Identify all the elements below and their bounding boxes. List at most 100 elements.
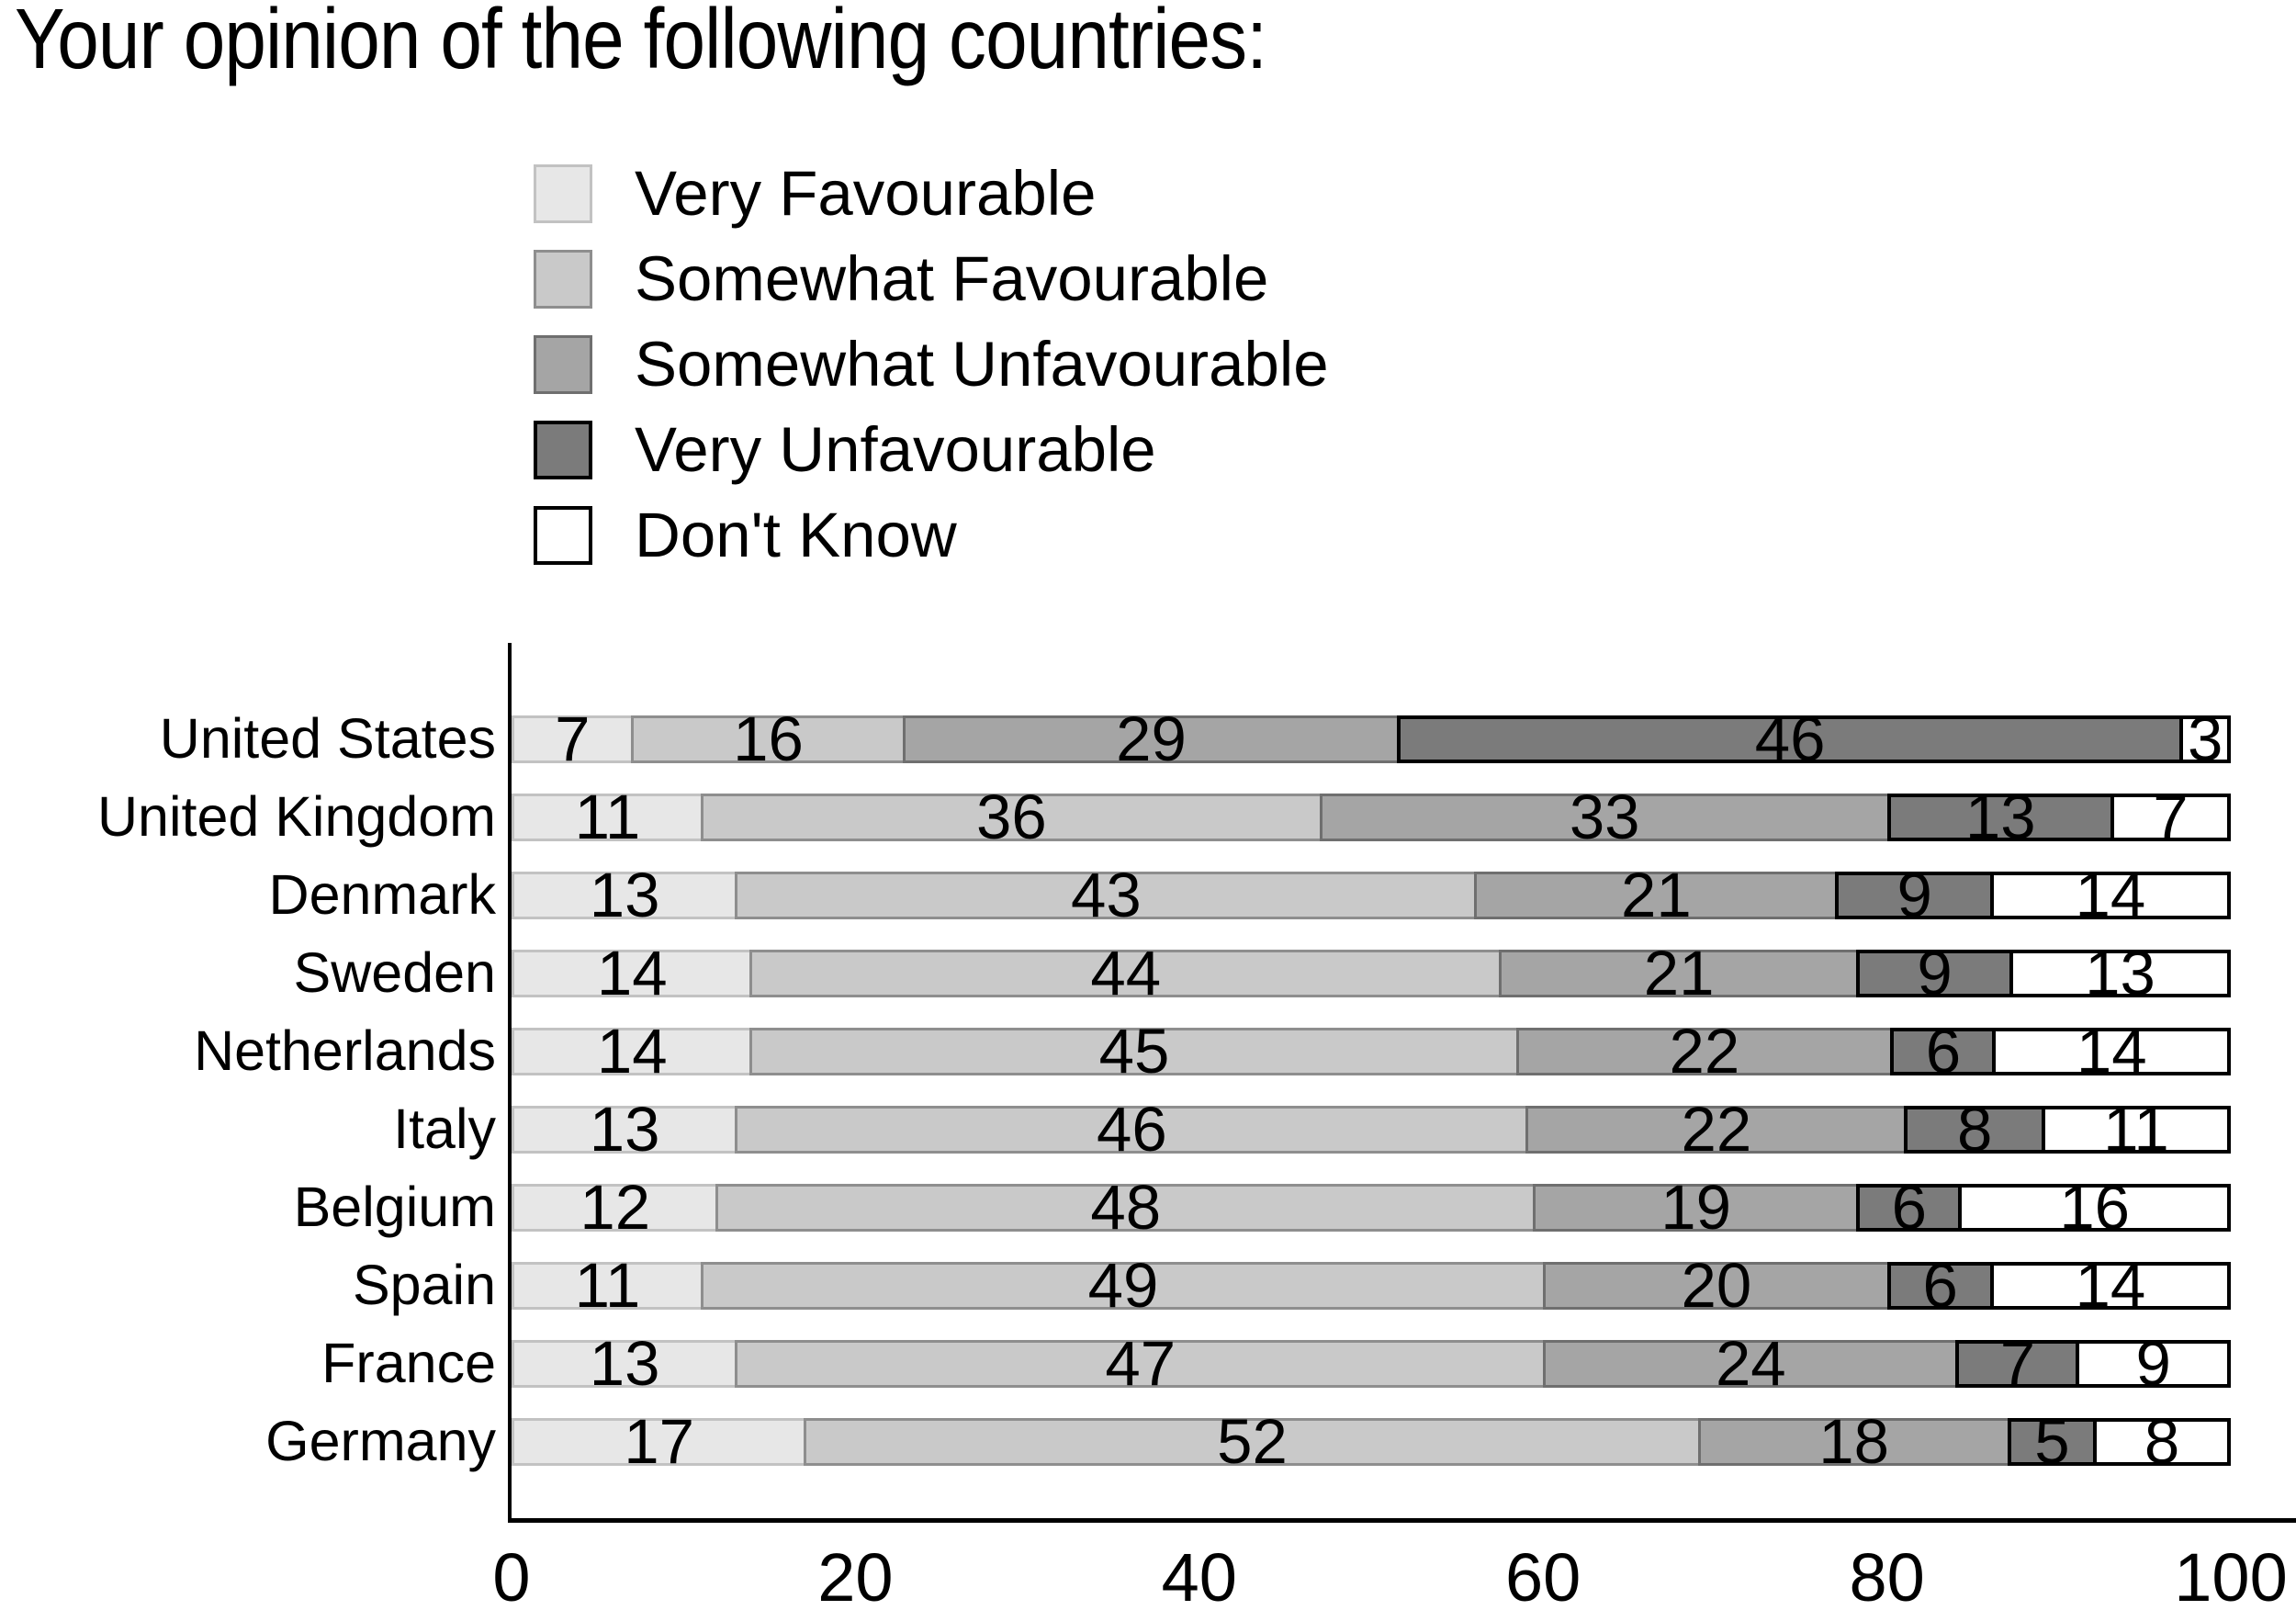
legend-swatch-very-unfavourable-icon bbox=[534, 420, 592, 479]
segment-value: 14 bbox=[596, 937, 668, 1008]
bar-segment-very-favourable: 7 bbox=[512, 707, 631, 771]
segment-value: 13 bbox=[1964, 781, 2036, 852]
legend-swatch-don-t-know-icon bbox=[534, 505, 592, 565]
bar-segment-somewhat-unfavourable: 20 bbox=[1543, 1249, 1887, 1321]
x-axis: 0 20 40 60 80 100 bbox=[492, 1518, 2287, 1610]
segment-value: 49 bbox=[1087, 1249, 1159, 1321]
bar-segment-somewhat-favourable: 43 bbox=[735, 863, 1475, 927]
segment-value: 20 bbox=[1681, 1249, 1752, 1321]
segment-value: 11 bbox=[2103, 1093, 2169, 1165]
x-tick-label-0: 0 bbox=[492, 1539, 531, 1610]
segment-value: 21 bbox=[1620, 859, 1692, 930]
bar-segment-very-unfavourable: 6 bbox=[1856, 1176, 1959, 1239]
legend-label: Very Favourable bbox=[635, 158, 1097, 229]
segment-value: 16 bbox=[733, 703, 804, 774]
legend-swatch-somewhat-unfavourable-icon bbox=[534, 334, 592, 394]
stacked-bar-germany: 17 52 18 5 8 bbox=[512, 1405, 2231, 1477]
bar-row-germany: Germany 17 52 18 5 8 bbox=[265, 1402, 2231, 1481]
segment-value: 6 bbox=[1922, 1249, 1958, 1321]
segment-value: 13 bbox=[589, 1327, 660, 1399]
segment-value: 18 bbox=[1818, 1405, 1890, 1477]
bar-segment-very-favourable: 13 bbox=[512, 1327, 736, 1399]
segment-value: 48 bbox=[1090, 1171, 1162, 1243]
legend-item-don-t-know: Don't Know bbox=[534, 492, 1329, 578]
segment-value: 11 bbox=[574, 781, 641, 852]
bar-segment-somewhat-favourable: 46 bbox=[735, 1098, 1526, 1161]
category-label: United States bbox=[159, 707, 496, 770]
segment-value: 6 bbox=[1925, 1015, 1962, 1086]
bar-segment-somewhat-unfavourable: 21 bbox=[1499, 937, 1857, 1008]
legend-label: Somewhat Favourable bbox=[635, 243, 1269, 314]
segment-value: 22 bbox=[1681, 1093, 1752, 1165]
x-tick-label-20: 20 bbox=[817, 1539, 894, 1610]
segment-value: 16 bbox=[2059, 1171, 2131, 1243]
category-label: Sweden bbox=[293, 941, 496, 1004]
bar-segment-somewhat-unfavourable: 22 bbox=[1525, 1093, 1905, 1165]
stacked-bar-united-states: 7 16 29 46 3 bbox=[512, 703, 2231, 774]
segment-value: 5 bbox=[2034, 1405, 2070, 1477]
bar-row-united-kingdom: United Kingdom 11 36 33 13 7 bbox=[97, 778, 2231, 856]
legend-item-somewhat-unfavourable: Somewhat Unfavourable bbox=[534, 321, 1329, 407]
bar-segment-very-favourable: 17 bbox=[512, 1405, 805, 1477]
segment-value: 22 bbox=[1669, 1015, 1740, 1086]
bar-segment-somewhat-favourable: 45 bbox=[749, 1019, 1516, 1083]
bar-segment-very-unfavourable: 9 bbox=[1835, 859, 1990, 930]
segment-value: 21 bbox=[1643, 937, 1715, 1008]
bar-segment-don-t-know: 13 bbox=[2009, 937, 2231, 1008]
segment-value: 14 bbox=[2075, 1249, 2146, 1321]
bar-segment-don-t-know: 14 bbox=[1992, 1019, 2231, 1083]
segment-value: 7 bbox=[2153, 781, 2189, 852]
segment-value: 17 bbox=[624, 1405, 694, 1477]
category-label: Denmark bbox=[268, 863, 496, 926]
bar-row-netherlands: Netherlands 14 45 22 6 14 bbox=[194, 1012, 2231, 1090]
segment-value: 9 bbox=[2135, 1327, 2171, 1399]
bar-segment-very-unfavourable: 46 bbox=[1396, 707, 2180, 771]
bar-row-spain: Spain 11 49 20 6 14 bbox=[353, 1246, 2231, 1324]
category-label: Belgium bbox=[293, 1176, 496, 1238]
stacked-bar-france: 13 47 24 7 9 bbox=[512, 1327, 2231, 1399]
bar-segment-very-favourable: 13 bbox=[512, 863, 736, 927]
bar-segment-very-unfavourable: 5 bbox=[2007, 1405, 2094, 1477]
segment-value: 7 bbox=[1999, 1327, 2036, 1399]
bar-segment-don-t-know: 3 bbox=[2179, 707, 2231, 771]
legend-label: Don't Know bbox=[635, 500, 957, 570]
segment-value: 13 bbox=[2085, 937, 2155, 1008]
bar-segment-somewhat-unfavourable: 29 bbox=[903, 707, 1397, 771]
category-label: Spain bbox=[352, 1254, 496, 1316]
stacked-bar-united-kingdom: 11 36 33 13 7 bbox=[512, 781, 2231, 852]
bar-segment-somewhat-unfavourable: 18 bbox=[1697, 1405, 2008, 1477]
segment-value: 47 bbox=[1105, 1327, 1176, 1399]
bar-segment-very-favourable: 14 bbox=[512, 1015, 750, 1086]
bar-segment-very-unfavourable: 6 bbox=[1890, 1015, 1993, 1086]
segment-value: 14 bbox=[596, 1015, 668, 1086]
bar-row-italy: Italy 13 46 22 8 11 bbox=[393, 1090, 2231, 1168]
bar-segment-don-t-know: 16 bbox=[1958, 1171, 2231, 1243]
x-tick-label-80: 80 bbox=[1849, 1539, 1925, 1610]
bar-row-france: France 13 47 24 7 9 bbox=[321, 1324, 2231, 1402]
legend-item-somewhat-favourable: Somewhat Favourable bbox=[534, 236, 1329, 321]
legend-item-very-favourable: Very Favourable bbox=[534, 151, 1329, 236]
x-tick-label-100: 100 bbox=[2174, 1539, 2288, 1610]
x-tick-label-40: 40 bbox=[1161, 1539, 1237, 1610]
bar-segment-somewhat-unfavourable: 24 bbox=[1543, 1332, 1956, 1395]
stacked-bar-netherlands: 14 45 22 6 14 bbox=[512, 1015, 2231, 1086]
bar-row-sweden: Sweden 14 44 21 9 13 bbox=[294, 934, 2231, 1012]
bar-rows: United States 7 16 29 46 3 United Kingdom 11 36 3… bbox=[97, 643, 2231, 1481]
segment-value: 11 bbox=[574, 1249, 641, 1321]
stacked-bar-italy: 13 46 22 8 11 bbox=[512, 1093, 2231, 1165]
segment-value: 36 bbox=[975, 781, 1047, 852]
bar-segment-somewhat-unfavourable: 19 bbox=[1533, 1176, 1857, 1239]
bar-row-denmark: Denmark 13 43 21 9 14 bbox=[269, 856, 2231, 934]
bar-segment-very-favourable: 13 bbox=[512, 1098, 736, 1161]
stacked-bar-spain: 11 49 20 6 14 bbox=[512, 1249, 2231, 1321]
stacked-bar-sweden: 14 44 21 9 13 bbox=[512, 937, 2231, 1008]
bar-row-belgium: Belgium 12 48 19 6 16 bbox=[294, 1168, 2231, 1246]
category-label: France bbox=[321, 1332, 496, 1394]
bar-segment-don-t-know: 9 bbox=[2076, 1327, 2231, 1399]
legend-swatch-very-favourable-icon bbox=[534, 163, 592, 223]
bar-segment-very-unfavourable: 13 bbox=[1886, 781, 2110, 852]
bar-segment-somewhat-unfavourable: 21 bbox=[1474, 859, 1836, 930]
bar-segment-don-t-know: 8 bbox=[2093, 1410, 2231, 1473]
segment-value: 9 bbox=[1896, 859, 1932, 930]
